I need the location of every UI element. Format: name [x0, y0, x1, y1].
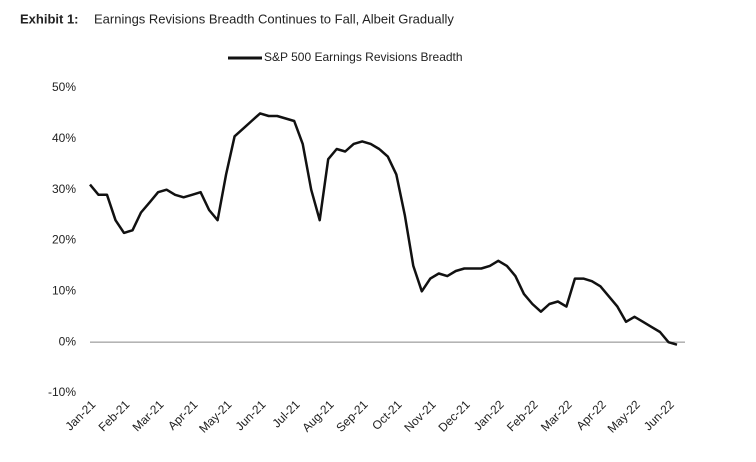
x-tick-label: Jan-21 — [63, 397, 99, 433]
x-tick-label: Dec-21 — [435, 397, 472, 434]
x-tick-label: Mar-22 — [538, 397, 575, 434]
x-tick-label: Oct-21 — [369, 397, 405, 433]
x-tick-label: Aug-21 — [299, 397, 336, 434]
chart-title: Earnings Revisions Breadth Continues to … — [94, 11, 454, 26]
x-tick-label: Mar-21 — [130, 397, 167, 434]
x-tick-label: Feb-21 — [96, 397, 133, 434]
x-tick-label: Jun-21 — [233, 397, 269, 433]
y-tick-label: 50% — [52, 80, 76, 94]
chart-title-label: Exhibit 1: — [20, 11, 79, 26]
y-tick-label: 30% — [52, 182, 76, 196]
x-tick-label: May-22 — [605, 397, 643, 435]
y-tick-label: -10% — [48, 385, 76, 399]
x-tick-label: Jul-21 — [270, 397, 303, 430]
x-tick-label: Jan-22 — [471, 397, 507, 433]
y-tick-label: 20% — [52, 233, 76, 247]
data-line — [89, 112, 678, 346]
y-tick-label: 40% — [52, 131, 76, 145]
x-tick-label: Apr-22 — [573, 397, 609, 433]
x-tick-label: Feb-22 — [504, 397, 541, 434]
x-tick-label: Apr-21 — [165, 397, 201, 433]
y-tick-label: 0% — [59, 334, 77, 348]
x-tick-label: Nov-21 — [401, 397, 438, 434]
y-tick-label: 10% — [52, 284, 76, 298]
x-tick-label: May-21 — [196, 397, 234, 435]
x-tick-label: Jun-22 — [641, 397, 677, 433]
x-tick-label: Sep-21 — [333, 397, 370, 434]
legend-label: S&P 500 Earnings Revisions Breadth — [264, 50, 463, 64]
